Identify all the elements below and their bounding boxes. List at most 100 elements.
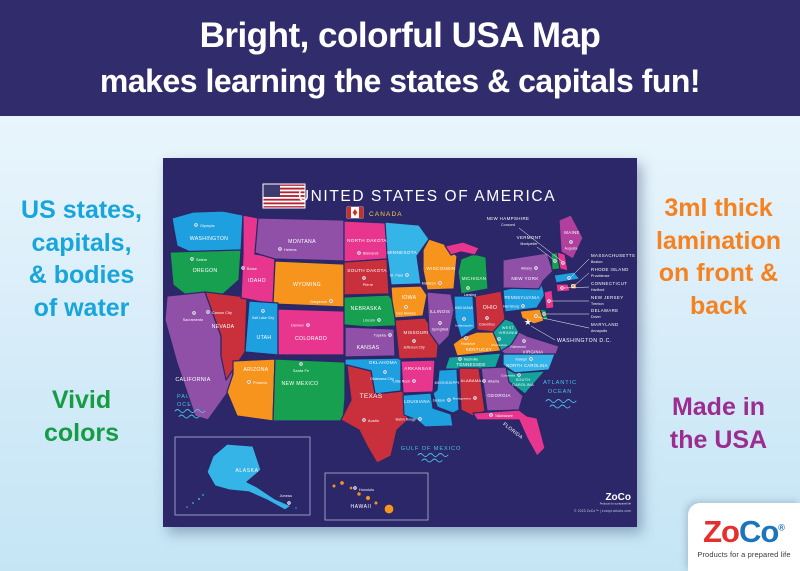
canada-flag-icon bbox=[346, 206, 364, 219]
pacific-ocean-label2: OCEAN bbox=[177, 402, 201, 408]
callout-line-vermont bbox=[536, 246, 555, 261]
capital-label-nashville: Nashville bbox=[464, 358, 478, 362]
state-shape-texas bbox=[340, 364, 410, 464]
state-label-missouri: MISSOURI bbox=[403, 330, 428, 335]
state-shape-arkansas bbox=[400, 359, 436, 394]
capital-label-frankfort: Frankfort bbox=[461, 342, 475, 346]
capital-label-montpelier: Montpelier bbox=[520, 242, 538, 246]
capital-dot-center bbox=[363, 419, 365, 421]
capital-label-columbia: Columbia bbox=[501, 374, 515, 378]
state-label-montana: MONTANA bbox=[288, 239, 316, 245]
state-label-kentucky: KENTUCKY bbox=[466, 347, 492, 352]
capital-dot-center bbox=[570, 241, 572, 243]
state-label-michigan: MICHIGAN bbox=[462, 276, 486, 281]
poster-brand-credit: ZoCo bbox=[605, 492, 631, 503]
zoco-logo-card: ZoCo® Products for a prepared life bbox=[688, 503, 800, 571]
feature-line: on front & bbox=[658, 259, 779, 287]
headline-line2: makes learning the states & capitals fun… bbox=[99, 63, 701, 99]
capital-label-boise: Boise bbox=[247, 267, 257, 271]
state-shape-michigan bbox=[457, 253, 489, 295]
state-label-wisconsin: WISCONSIN bbox=[426, 266, 455, 271]
state-label-new-mexico: NEW MEXICO bbox=[281, 381, 318, 387]
headline-banner: Bright, colorful USA Map makes learning … bbox=[0, 0, 800, 116]
state-label-south-carolina: SOUTH bbox=[516, 378, 531, 382]
capital-dot-center bbox=[384, 371, 386, 373]
dc-callout-line bbox=[530, 325, 556, 341]
states-layer: WASHINGTON Olympia OREGON Salem CALIFORNIA Sa… bbox=[164, 210, 635, 521]
state-shape-florida bbox=[472, 409, 546, 457]
capital-label-salem: Salem bbox=[196, 258, 207, 262]
capital-dot-center bbox=[413, 340, 415, 342]
capital-label-dover: Dover bbox=[591, 315, 602, 319]
capital-dot-center bbox=[195, 224, 197, 226]
waves-icon bbox=[174, 409, 206, 413]
state-shape-indiana bbox=[453, 295, 476, 339]
feature-line: back bbox=[690, 291, 747, 320]
capital-label-little-rock: Little Rock bbox=[393, 380, 410, 384]
alaska-island bbox=[192, 502, 194, 504]
feature-line: & bodies bbox=[28, 261, 135, 289]
capital-label-albany: Albany bbox=[521, 267, 532, 271]
usa-map-poster: UNITED STATES OF AMERICA CANADA MEXICO P… bbox=[163, 158, 637, 527]
capital-dot-center bbox=[463, 318, 465, 320]
callout-line-maryland bbox=[537, 316, 590, 329]
waves-icon bbox=[421, 458, 443, 463]
capital-dot-center bbox=[193, 312, 195, 314]
state-label-hawaii: HAWAII bbox=[350, 504, 371, 510]
hawaii-island bbox=[384, 504, 394, 514]
state-label-virginia: VIRGINIA bbox=[523, 350, 544, 355]
capital-dot-center bbox=[262, 310, 264, 312]
hawaii-island bbox=[331, 483, 337, 489]
capital-dot-center bbox=[474, 397, 476, 399]
logo-co: Co bbox=[738, 513, 779, 549]
capital-label-juneau: Juneau bbox=[280, 494, 292, 498]
capital-label-trenton: Trenton bbox=[591, 302, 604, 306]
state-label-massachusetts: MASSACHUSETTS bbox=[591, 253, 635, 258]
capital-dot-center bbox=[486, 317, 488, 319]
state-label-pennsylvania: PENNSYLVANIA bbox=[504, 295, 539, 300]
state-shape-utah bbox=[244, 300, 279, 356]
capital-dot-center bbox=[535, 267, 537, 269]
state-shape-minnesota bbox=[384, 221, 430, 286]
feature-line: US states, bbox=[21, 196, 142, 224]
poster-title: UNITED STATES OF AMERICA bbox=[298, 188, 556, 205]
hawaii-island bbox=[349, 486, 353, 490]
capital-dot-center bbox=[307, 324, 309, 326]
poster-brand-tagline: Products for a prepared life bbox=[600, 502, 632, 506]
capital-label-des-moines: Des Moines bbox=[396, 312, 416, 316]
state-shape-louisiana bbox=[402, 392, 454, 428]
state-label-arkansas: ARKANSAS bbox=[404, 366, 431, 371]
capital-label-carson-city: Carson City bbox=[212, 311, 232, 315]
state-label-illinois: ILLINOIS bbox=[430, 309, 450, 314]
state-label-idaho: IDAHO bbox=[248, 278, 266, 284]
usa-map: UNITED STATES OF AMERICA CANADA MEXICO P… bbox=[164, 183, 635, 521]
capital-dot-center bbox=[191, 258, 193, 260]
dc-label: WASHINGTON D.C. bbox=[557, 338, 612, 344]
capital-label-lincoln: Lincoln bbox=[363, 319, 375, 323]
waves-icon bbox=[545, 399, 577, 403]
state-shape-georgia bbox=[480, 366, 524, 412]
capital-dot-center bbox=[413, 380, 415, 382]
state-label-alaska: ALASKA bbox=[235, 468, 258, 474]
capital-dot-center bbox=[568, 277, 570, 279]
state-label-south-dakota: SOUTH DAKOTA bbox=[347, 268, 387, 273]
state-shape-alaska bbox=[206, 443, 292, 511]
feature-line: 3ml thick bbox=[664, 194, 773, 222]
state-shape-washington bbox=[171, 210, 244, 255]
state-label-alabama: ALABAMA bbox=[461, 378, 482, 383]
capital-dot-center bbox=[363, 277, 365, 279]
state-label-nevada: NEVADA bbox=[212, 324, 235, 330]
registered-mark: ® bbox=[778, 522, 785, 533]
feature-line: Vivid bbox=[51, 386, 112, 414]
state-label-wyoming: WYOMING bbox=[293, 282, 321, 288]
state-label-minnesota: MINNESOTA bbox=[387, 250, 417, 255]
capital-dot-center bbox=[554, 260, 556, 262]
state-label-west-virginia: WEST bbox=[502, 326, 515, 330]
state-label-arizona: ARIZONA bbox=[243, 367, 268, 373]
capital-label-jefferson-city: Jefferson City bbox=[403, 346, 425, 350]
state-label-new-jersey: NEW JERSEY bbox=[591, 295, 624, 300]
state-shape-south-dakota bbox=[343, 258, 390, 296]
atlantic-ocean-label: ATLANTIC bbox=[543, 380, 577, 386]
capital-dot-center bbox=[562, 262, 564, 264]
waves-icon bbox=[178, 414, 200, 419]
